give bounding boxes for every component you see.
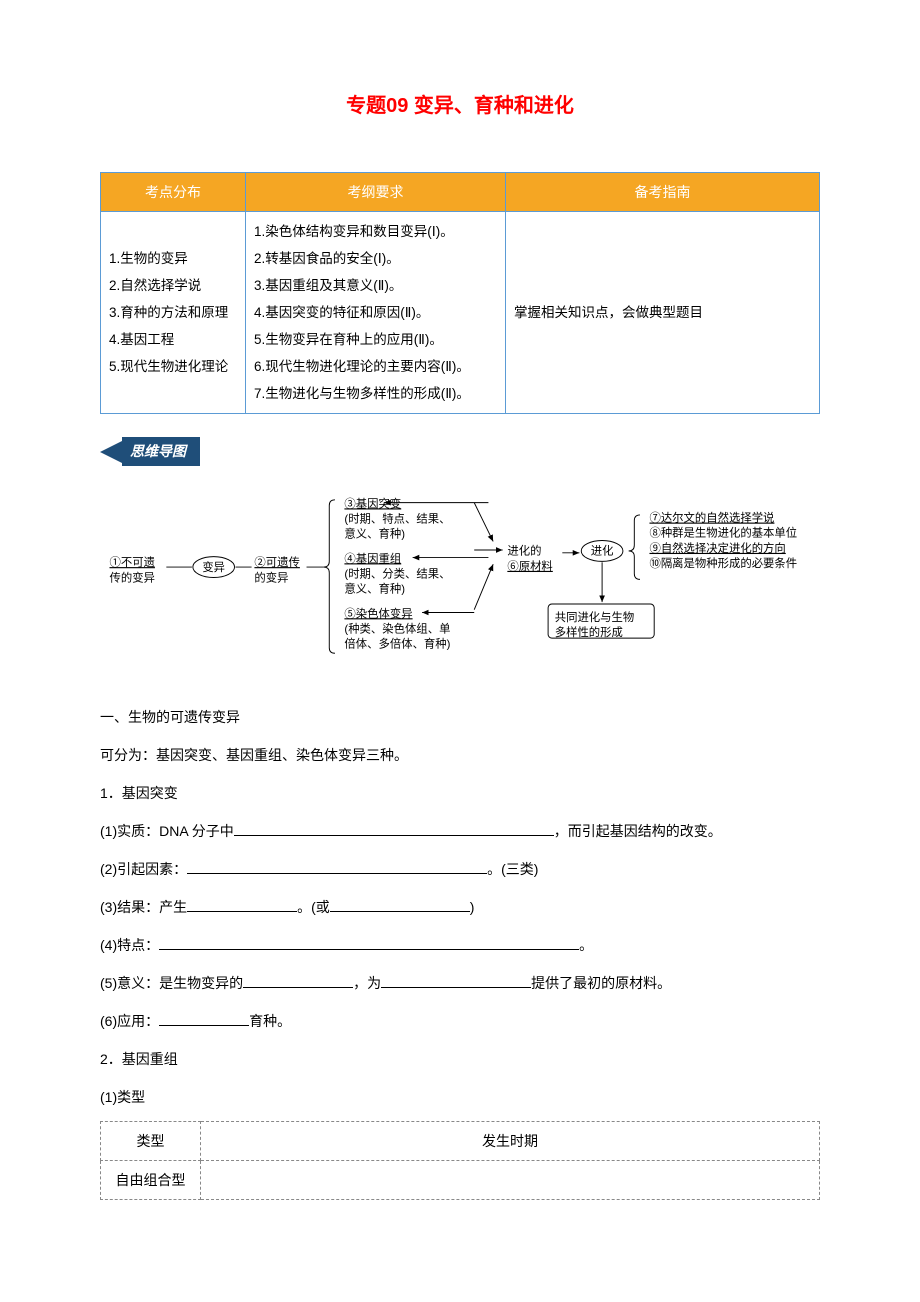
text-part: 育种。: [249, 1013, 291, 1029]
text-part: (5)意义：是生物变异的: [100, 975, 243, 991]
subsection-heading: 1．基因突变: [100, 779, 820, 807]
blank-field[interactable]: [159, 1012, 249, 1026]
text-part: ): [470, 899, 475, 915]
svg-text:⑨自然选择决定进化的方向: ⑨自然选择决定进化的方向: [649, 541, 785, 555]
cell-guide: 掌握相关知识点，会做典型题目: [506, 212, 820, 414]
req-item: 2.转基因食品的安全(Ⅰ)。: [254, 245, 497, 272]
blank-field[interactable]: [243, 974, 353, 988]
types-table: 类型 发生时期 自由组合型: [100, 1121, 820, 1201]
svg-text:⑥原材料: ⑥原材料: [507, 559, 552, 573]
req-item: 4.基因突变的特征和原因(Ⅱ)。: [254, 299, 497, 326]
mindmap-badge: 思维导图: [100, 437, 200, 465]
svg-text:⑩隔离是物种形成的必要条件: ⑩隔离是物种形成的必要条件: [649, 556, 797, 570]
mindmap-label-text: 思维导图: [122, 437, 200, 465]
diagram-svg: ①不可遗传的变异 变异 ②可遗传的变异 ③基因突变(时期、特点、结果、意义、育种) ④基…: [100, 496, 820, 667]
svg-text:多样性的形成: 多样性的形成: [555, 625, 623, 639]
th-guide: 备考指南: [506, 173, 820, 212]
req-item: 3.基因重组及其意义(Ⅱ)。: [254, 272, 497, 299]
svg-text:进化的: 进化的: [507, 544, 541, 558]
th-requirements: 考纲要求: [246, 173, 506, 212]
blank-field[interactable]: [234, 822, 554, 836]
svg-text:共同进化与生物: 共同进化与生物: [555, 610, 635, 624]
blank-field[interactable]: [187, 898, 297, 912]
req-item: 6.现代生物进化理论的主要内容(Ⅱ)。: [254, 353, 497, 380]
syllabus-table: 考点分布 考纲要求 备考指南 1.生物的变异 2.自然选择学说 3.育种的方法和…: [100, 172, 820, 414]
svg-text:②可遗传: ②可遗传: [254, 555, 299, 569]
svg-text:(种类、染色体组、单: (种类、染色体组、单: [344, 621, 450, 635]
svg-text:⑧种群是生物进化的基本单位: ⑧种群是生物进化的基本单位: [649, 526, 797, 540]
topic-item: 2.自然选择学说: [109, 272, 237, 299]
req-item: 7.生物进化与生物多样性的形成(Ⅱ)。: [254, 380, 497, 407]
req-item: 5.生物变异在育种上的应用(Ⅱ)。: [254, 326, 497, 353]
page-title: 专题09 变异、育种和进化: [100, 90, 820, 122]
fill-line: (1)实质：DNA 分子中 ，而引起基因结构的改变。: [100, 817, 820, 845]
text-part: (6)应用：: [100, 1013, 159, 1029]
paragraph: 可分为：基因突变、基因重组、染色体变异三种。: [100, 741, 820, 769]
svg-text:意义、育种): 意义、育种): [344, 581, 405, 595]
content-body: 一、生物的可遗传变异 可分为：基因突变、基因重组、染色体变异三种。 1．基因突变…: [100, 703, 820, 1201]
cell-topics: 1.生物的变异 2.自然选择学说 3.育种的方法和原理 4.基因工程 5.现代生…: [101, 212, 246, 414]
cell-period-row: [201, 1161, 820, 1200]
paragraph: (1)类型: [100, 1083, 820, 1111]
fill-line: (6)应用： 育种。: [100, 1007, 820, 1035]
svg-text:(时期、特点、结果、: (时期、特点、结果、: [344, 511, 450, 525]
svg-text:倍体、多倍体、育种): 倍体、多倍体、育种): [344, 636, 450, 650]
svg-text:⑦达尔文的自然选择学说: ⑦达尔文的自然选择学说: [649, 510, 774, 524]
svg-text:①不可遗: ①不可遗: [109, 555, 154, 569]
svg-text:进化: 进化: [591, 544, 614, 558]
svg-text:③基因突变: ③基因突变: [344, 496, 401, 510]
text-part: ，而引起基因结构的改变。: [554, 823, 722, 839]
req-item: 1.染色体结构变异和数目变异(Ⅰ)。: [254, 218, 497, 245]
triangle-icon: [100, 441, 122, 463]
topic-item: 3.育种的方法和原理: [109, 299, 237, 326]
section-heading: 一、生物的可遗传变异: [100, 703, 820, 731]
text-part: ，为: [353, 975, 381, 991]
fill-line: (3)结果：产生 。(或): [100, 893, 820, 921]
cell-type-header: 类型: [101, 1121, 201, 1160]
text-part: 。(或: [297, 899, 330, 915]
text-part: 。(三类): [487, 861, 538, 877]
svg-text:⑤染色体变异: ⑤染色体变异: [344, 606, 412, 620]
concept-diagram: ①不可遗传的变异 变异 ②可遗传的变异 ③基因突变(时期、特点、结果、意义、育种) ④基…: [100, 496, 820, 673]
fill-line: (5)意义：是生物变异的 ，为 提供了最初的原材料。: [100, 969, 820, 997]
svg-text:的变异: 的变异: [254, 570, 288, 584]
text-part: (2)引起因素：: [100, 861, 187, 877]
fill-line: (2)引起因素： 。(三类): [100, 855, 820, 883]
cell-requirements: 1.染色体结构变异和数目变异(Ⅰ)。 2.转基因食品的安全(Ⅰ)。 3.基因重组…: [246, 212, 506, 414]
text-part: (3)结果：产生: [100, 899, 187, 915]
svg-text:(时期、分类、结果、: (时期、分类、结果、: [344, 566, 450, 580]
th-topics: 考点分布: [101, 173, 246, 212]
svg-text:传的变异: 传的变异: [109, 570, 154, 584]
svg-text:变异: 变异: [202, 560, 225, 574]
text-part: (1)实质：DNA 分子中: [100, 823, 234, 839]
text-part: 提供了最初的原材料。: [531, 975, 671, 991]
cell-type-row: 自由组合型: [101, 1161, 201, 1200]
svg-text:④基因重组: ④基因重组: [344, 551, 401, 565]
topic-item: 5.现代生物进化理论: [109, 353, 237, 380]
blank-field[interactable]: [330, 898, 470, 912]
fill-line: (4)特点： 。: [100, 931, 820, 959]
svg-text:意义、育种): 意义、育种): [344, 526, 405, 540]
blank-field[interactable]: [187, 860, 487, 874]
blank-field[interactable]: [159, 936, 579, 950]
topic-item: 1.生物的变异: [109, 245, 237, 272]
text-part: 。: [579, 937, 593, 953]
cell-period-header: 发生时期: [201, 1121, 820, 1160]
text-part: (4)特点：: [100, 937, 159, 953]
topic-item: 4.基因工程: [109, 326, 237, 353]
blank-field[interactable]: [381, 974, 531, 988]
subsection-heading: 2．基因重组: [100, 1045, 820, 1073]
